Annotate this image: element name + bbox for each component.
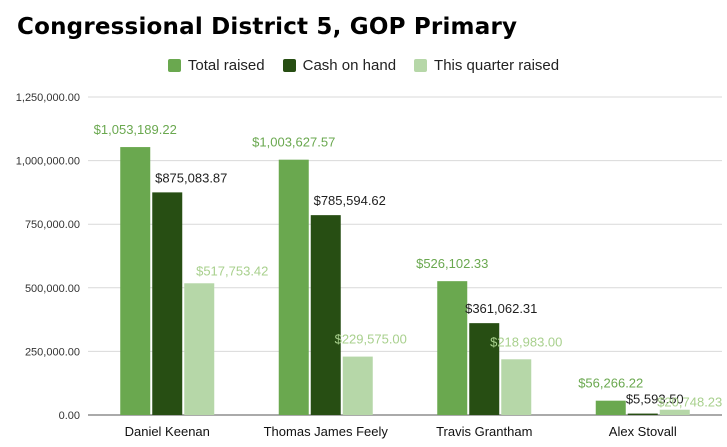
bar	[184, 283, 215, 415]
data-label: $229,575.00	[335, 332, 407, 347]
legend-label-total-raised: Total raised	[187, 57, 265, 74]
bar	[342, 356, 373, 415]
bar	[469, 323, 500, 415]
bar	[595, 400, 626, 415]
legend-label-cash-on-hand: Cash on hand	[302, 57, 397, 74]
y-tick-label: 250,000.00	[25, 346, 80, 358]
data-label: $785,594.62	[314, 193, 386, 208]
legend-swatch-this-quarter-raised	[414, 59, 428, 72]
y-tick-label: 0.00	[59, 410, 80, 422]
bar	[501, 359, 532, 415]
x-tick-label: Daniel Keenan	[125, 424, 210, 439]
bar	[278, 159, 309, 415]
bar	[437, 281, 468, 415]
x-tick-label: Alex Stovall	[609, 424, 677, 439]
data-label: $218,983.00	[490, 334, 562, 349]
y-tick-label: 1,250,000.00	[16, 92, 80, 104]
legend-item-cash-on-hand[interactable]: Cash on hand	[282, 57, 397, 74]
x-tick-label: Travis Grantham	[436, 424, 532, 439]
bar	[310, 215, 341, 415]
legend-item-this-quarter-raised[interactable]: This quarter raised	[414, 57, 559, 74]
bar	[152, 192, 183, 415]
data-label: $1,003,627.57	[252, 135, 335, 150]
data-label: $20,748.23	[657, 395, 722, 410]
data-label: $875,083.87	[155, 170, 227, 185]
y-tick-label: 750,000.00	[25, 219, 80, 231]
legend: Total raised Cash on hand This quarter r…	[0, 57, 727, 74]
data-label: $517,753.42	[196, 263, 268, 278]
bar	[120, 147, 151, 415]
data-label: $56,266.22	[578, 376, 643, 391]
bar	[627, 413, 658, 415]
bar	[659, 409, 690, 415]
data-label: $5,593.50	[626, 392, 684, 407]
data-label: $361,062.31	[465, 301, 537, 316]
y-tick-label: 1,000,000.00	[16, 156, 80, 168]
legend-item-total-raised[interactable]: Total raised	[167, 57, 265, 74]
legend-swatch-total-raised	[167, 59, 181, 72]
chart-title: Congressional District 5, GOP Primary	[17, 14, 518, 40]
y-tick-label: 500,000.00	[25, 283, 80, 295]
x-tick-label: Thomas James Feely	[264, 424, 389, 439]
data-label: $1,053,189.22	[94, 122, 177, 137]
data-label: $526,102.33	[416, 256, 488, 271]
legend-swatch-cash-on-hand	[282, 59, 296, 72]
legend-label-this-quarter-raised: This quarter raised	[434, 57, 560, 74]
